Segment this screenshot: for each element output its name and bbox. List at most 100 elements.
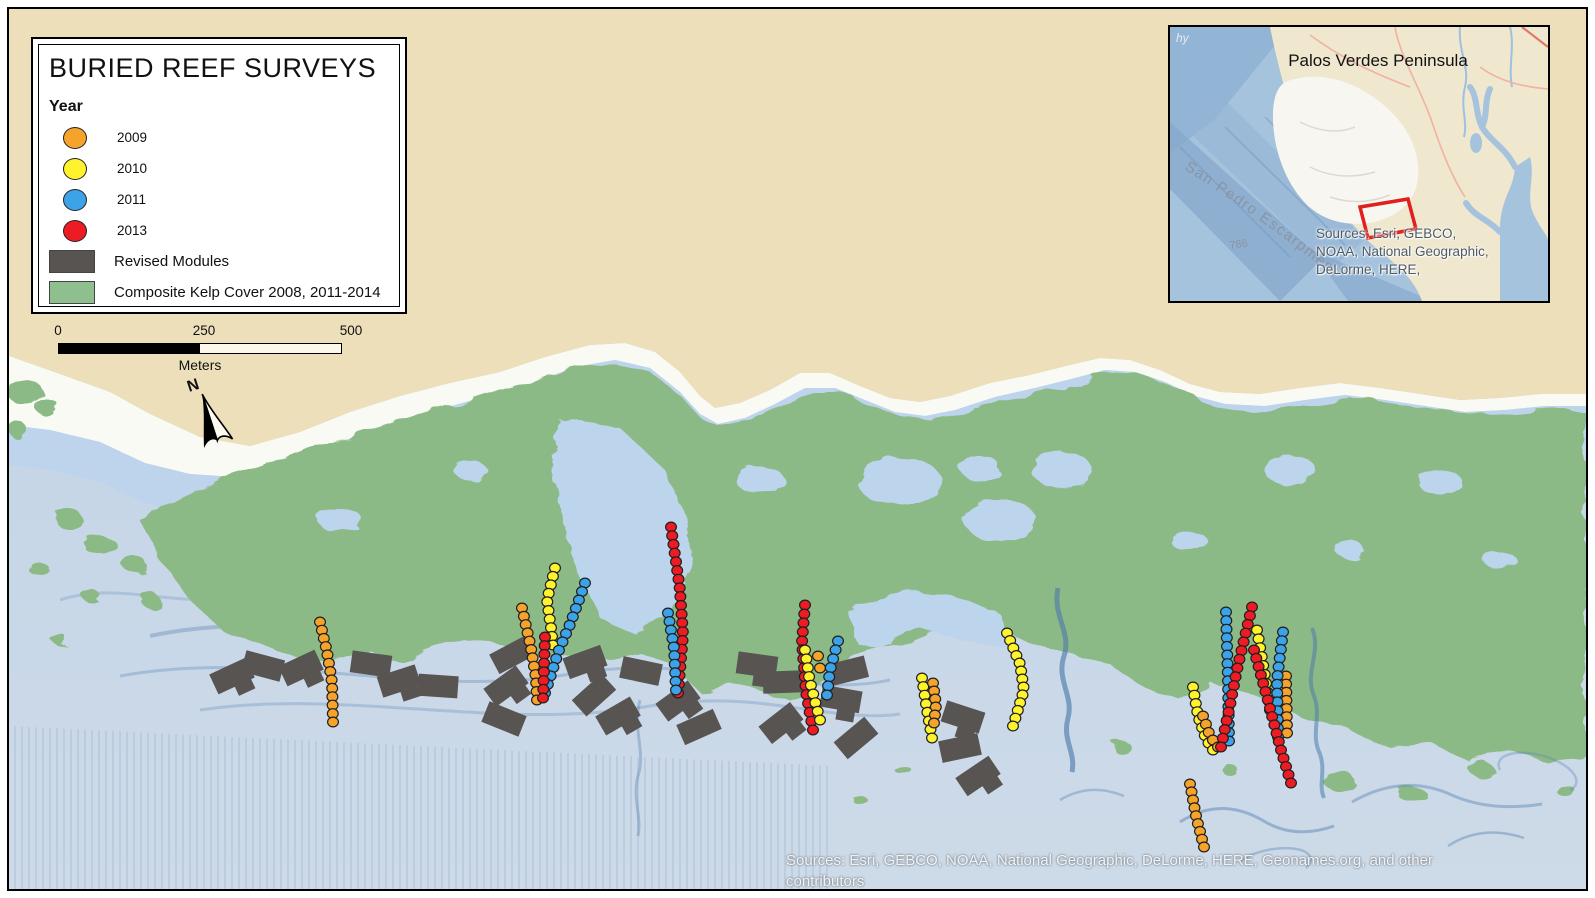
- transect-2009: [811, 650, 826, 674]
- inset-roads: [1309, 27, 1548, 198]
- survey-point-2010: [800, 653, 813, 665]
- survey-point-2013: [796, 626, 809, 638]
- survey-point-2010: [801, 662, 814, 674]
- transect-2009: [314, 616, 340, 728]
- legend-year-dot: [63, 126, 87, 149]
- survey-point-2010: [798, 644, 811, 656]
- transect-2010: [798, 644, 826, 726]
- revised-modules-layer: [209, 635, 1004, 797]
- module: [376, 664, 422, 702]
- survey-point-2009: [811, 650, 824, 662]
- inset-map: San Pedro Escarpment 786 hy Palos Verdes…: [1168, 25, 1550, 303]
- transect-2013: [1247, 644, 1297, 789]
- survey-point-2013: [1239, 627, 1252, 639]
- module: [483, 665, 532, 707]
- scale-tick-250: 250: [192, 323, 216, 338]
- inset-corner-label: hy: [1176, 31, 1190, 45]
- survey-point-2013: [1216, 732, 1229, 744]
- transect-2010: [541, 562, 561, 651]
- legend-row-kelp: Composite Kelp Cover 2008, 2011-2014: [47, 277, 391, 308]
- module: [349, 650, 393, 678]
- survey-transects-layer: [314, 521, 1297, 853]
- legend-year-dot: [63, 157, 87, 180]
- transect-2013: [536, 631, 551, 704]
- module: [676, 708, 722, 746]
- scale-bar-left-half: [59, 344, 200, 353]
- survey-point-2010: [803, 671, 816, 683]
- survey-point-2013: [806, 724, 819, 736]
- module: [489, 635, 535, 675]
- surf-band: [9, 343, 1586, 477]
- legend-year-dot: [63, 219, 87, 242]
- survey-point-2011: [824, 662, 837, 674]
- module: [595, 696, 643, 736]
- scale-unit: Meters: [178, 357, 222, 373]
- transect-2009: [1279, 670, 1293, 739]
- survey-point-2010: [1006, 720, 1019, 732]
- legend: BURIED REEF SURVEYS Year 2009 2010 2011 201…: [31, 37, 407, 314]
- inset-peninsula: [1272, 76, 1419, 224]
- module: [278, 649, 325, 688]
- survey-point-2013: [1229, 671, 1242, 683]
- sonar-swirl: [1059, 788, 1125, 802]
- survey-point-2010: [813, 714, 826, 726]
- kelp-label: Composite Kelp Cover 2008, 2011-2014: [114, 284, 381, 301]
- inset-hills: [1299, 121, 1391, 203]
- sonar-swirl: [1179, 807, 1335, 834]
- survey-point-2009: [927, 717, 940, 729]
- survey-point-2013: [1218, 723, 1231, 735]
- legend-year-label: 2010: [117, 161, 148, 176]
- module: [481, 701, 527, 737]
- sonar-channel: [1308, 627, 1326, 799]
- legend-year-item: 2010: [47, 153, 391, 184]
- map-sources: Sources: Esri, GEBCO, NOAA, National Geo…: [786, 852, 1433, 890]
- survey-point-2013: [1226, 688, 1239, 700]
- kelp-swatch: [49, 281, 95, 304]
- survey-point-2013: [1231, 662, 1244, 674]
- sonar-swirl: [1497, 751, 1578, 792]
- module: [938, 733, 982, 763]
- module: [571, 673, 617, 717]
- modules-swatch: [49, 250, 95, 273]
- scale-bar-graphic: [58, 343, 342, 354]
- transect-2011: [820, 635, 844, 701]
- survey-point-2009: [813, 662, 826, 674]
- inset-escarpment-band: [1170, 122, 1322, 301]
- scale-tick-0: 0: [54, 323, 62, 338]
- inset-title: Palos Verdes Peninsula: [1288, 51, 1468, 70]
- survey-point-2013: [1284, 777, 1297, 789]
- north-arrow-label: N: [185, 376, 201, 396]
- sonar-swirl: [1351, 783, 1543, 809]
- legend-year-label: 2013: [117, 223, 148, 238]
- inset-sources: Sources: Esri, GEBCO, NOAA, National Geo…: [1316, 226, 1489, 277]
- legend-year-item: 2011: [47, 184, 391, 215]
- transect-2009: [926, 677, 942, 729]
- north-arrow-right-blade: [201, 393, 234, 444]
- legend-inner: BURIED REEF SURVEYS Year 2009 2010 2011 201…: [38, 44, 400, 307]
- survey-point-2013: [798, 599, 811, 611]
- survey-point-2013: [1227, 680, 1240, 692]
- module: [955, 755, 1004, 797]
- inset-channels: [1463, 84, 1518, 235]
- modules-label: Revised Modules: [114, 253, 230, 270]
- survey-point-2013: [1220, 715, 1233, 727]
- depth-label: 786: [1229, 238, 1249, 252]
- sonar-swirl: [1239, 846, 1313, 869]
- module: [833, 716, 879, 760]
- survey-point-2013: [1214, 741, 1227, 753]
- survey-point-2011: [820, 689, 833, 701]
- legend-year-label: 2009: [117, 130, 148, 145]
- inset-escarpment-band: [1310, 249, 1432, 301]
- transect-2010: [1000, 627, 1030, 732]
- survey-point-2009: [1197, 841, 1210, 853]
- north-arrow: N: [179, 365, 249, 461]
- legend-year-label: 2011: [117, 192, 147, 207]
- scale-bar: 0 250 500 Meters: [49, 323, 362, 381]
- survey-point-2013: [798, 608, 811, 620]
- legend-year-heading: Year: [49, 98, 83, 115]
- module: [655, 680, 704, 722]
- transect-2011: [661, 607, 682, 696]
- map-frame: BURIED REEF SURVEYS Year 2009 2010 2011 201…: [7, 7, 1588, 891]
- survey-point-2013: [1224, 697, 1237, 709]
- inset-highway: [1521, 27, 1548, 48]
